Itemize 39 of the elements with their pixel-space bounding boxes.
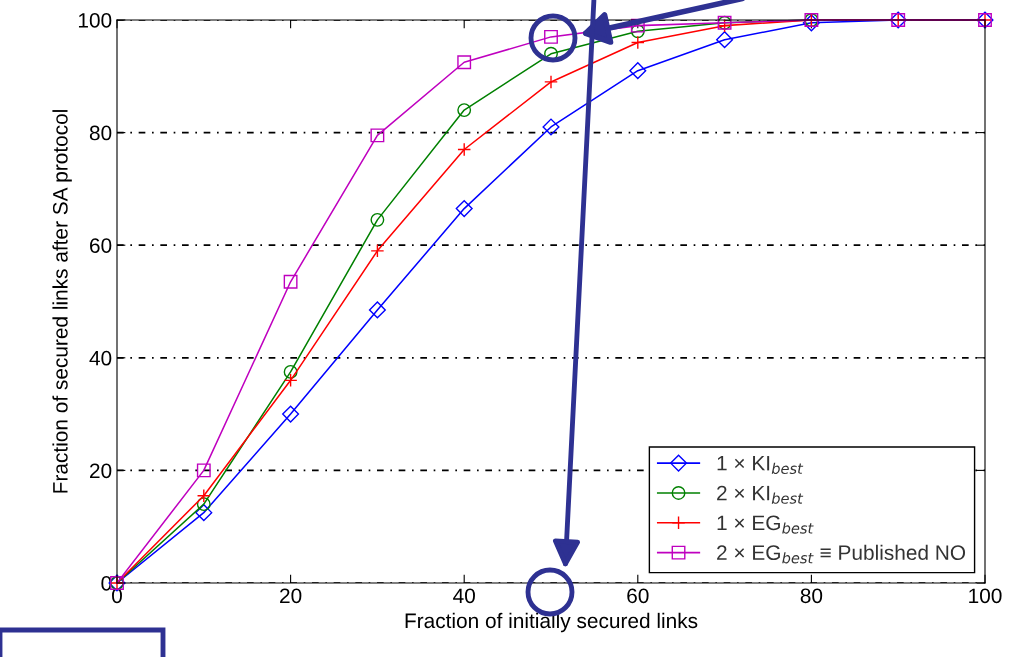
point: [716, 31, 734, 49]
point: [544, 74, 558, 89]
point: [629, 62, 647, 80]
point: [282, 405, 300, 423]
legend-label: 2 × EG$_{best}$ ≡ Published NO: [717, 544, 966, 564]
point: [196, 497, 211, 512]
legend-label: 2 × KI$_{best}$: [717, 485, 804, 504]
legend-label: 1 × KI$_{best}$: [717, 456, 804, 474]
point: [368, 301, 386, 319]
y-tick-label: 20: [90, 463, 112, 479]
x-tick-label: 60: [627, 588, 649, 604]
y-tick-label: 40: [89, 350, 112, 366]
x-tick-label: 100: [969, 588, 1002, 604]
x-tick-label: 20: [280, 588, 302, 604]
point: [457, 142, 472, 157]
point: [370, 212, 385, 227]
point: [370, 128, 385, 143]
y-axis-title: Fraction of secured links after SA protocol: [52, 110, 72, 493]
y-tick-label: 100: [78, 13, 112, 28]
legend-label: 1 × EG$_{best}$: [717, 515, 814, 534]
x-tick-label: 80: [800, 588, 823, 604]
point: [542, 118, 560, 136]
x-axis-title: Fraction of initially secured links: [405, 612, 698, 633]
point: [196, 463, 211, 478]
point: [457, 103, 472, 118]
point: [455, 200, 473, 218]
point: [802, 14, 820, 32]
point: [630, 24, 645, 39]
point: [195, 504, 213, 522]
point: [630, 35, 645, 50]
y-tick-label: 60: [90, 238, 112, 253]
y-tick-label: 80: [89, 125, 112, 141]
point: [196, 488, 211, 503]
point: [283, 373, 298, 388]
point: [370, 243, 385, 258]
point: [283, 274, 298, 289]
x-tick-label: 40: [453, 588, 475, 604]
point: [283, 364, 298, 379]
point: [457, 55, 472, 70]
